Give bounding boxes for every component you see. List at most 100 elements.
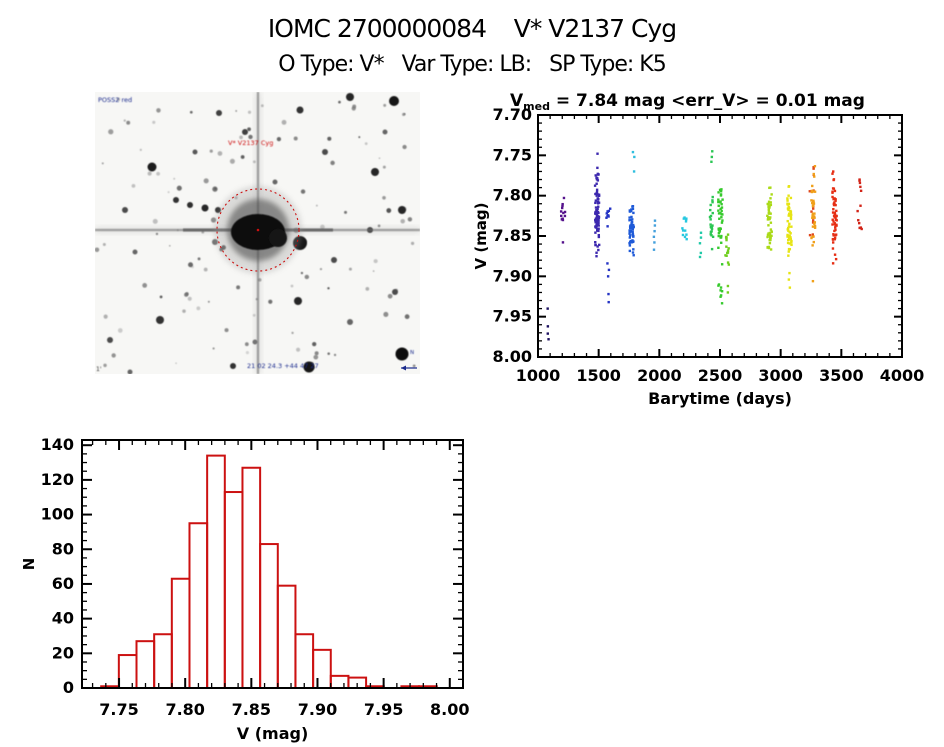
scatter-point bbox=[597, 216, 601, 220]
scatter-point bbox=[594, 220, 597, 224]
y-tick-label: 7.75 bbox=[493, 145, 532, 164]
finder-chart-image: POSS2 red V* V2137 Cyg 21 02 24.3 +44 47 2… bbox=[95, 92, 420, 374]
scatter-point bbox=[594, 219, 598, 222]
scatter-point bbox=[605, 216, 608, 219]
scatter-point bbox=[811, 201, 814, 205]
scatter-point bbox=[606, 210, 609, 214]
star bbox=[377, 224, 381, 228]
star bbox=[184, 292, 189, 297]
scatter-point bbox=[630, 224, 633, 227]
star bbox=[245, 350, 250, 355]
star bbox=[327, 352, 331, 355]
y-tick-label: 40 bbox=[52, 609, 74, 628]
scatter-point bbox=[597, 201, 601, 204]
star bbox=[152, 218, 158, 224]
scatter-point bbox=[720, 206, 724, 209]
star bbox=[400, 218, 405, 224]
scatter-point bbox=[711, 200, 714, 204]
scatter-point bbox=[787, 229, 790, 233]
scatter-point bbox=[787, 202, 791, 206]
star bbox=[276, 137, 282, 142]
scatter-point bbox=[546, 325, 550, 328]
axis-ticks bbox=[537, 114, 903, 358]
scatter-point bbox=[726, 291, 730, 294]
star bbox=[347, 319, 353, 325]
star bbox=[103, 363, 107, 368]
scatter-point bbox=[813, 175, 816, 178]
y-axis-label: V (mag) bbox=[472, 202, 490, 269]
scatter-point bbox=[831, 195, 834, 199]
star bbox=[187, 296, 192, 301]
scatter-point bbox=[597, 198, 600, 201]
scatter-point bbox=[811, 244, 814, 247]
scatter-point bbox=[607, 292, 610, 296]
scatter-point bbox=[788, 271, 791, 275]
scatter-point bbox=[770, 234, 773, 238]
scatter-point bbox=[595, 190, 599, 194]
star bbox=[101, 162, 104, 165]
scatter-point bbox=[717, 232, 721, 235]
scatter-point bbox=[789, 211, 792, 215]
star bbox=[248, 134, 253, 140]
star bbox=[296, 106, 304, 114]
scatter-point bbox=[711, 235, 715, 239]
scatter-point bbox=[607, 214, 610, 217]
star bbox=[300, 271, 304, 275]
scatter-point bbox=[595, 176, 598, 180]
scatter-point bbox=[767, 209, 770, 212]
scatter-point bbox=[767, 218, 771, 221]
scatter-point bbox=[789, 237, 793, 241]
scatter-point bbox=[628, 219, 631, 222]
scatter-point bbox=[711, 195, 714, 199]
scatter-point bbox=[858, 226, 861, 230]
scatter-point bbox=[718, 217, 721, 220]
star bbox=[304, 274, 310, 280]
star bbox=[244, 342, 249, 347]
star bbox=[322, 149, 328, 155]
y-tick-label: 80 bbox=[52, 539, 74, 558]
star bbox=[404, 314, 410, 320]
scatter-point bbox=[858, 181, 862, 185]
scatter-point bbox=[597, 215, 601, 218]
star bbox=[201, 204, 209, 212]
y-tick-label: 8.00 bbox=[493, 347, 532, 366]
scatter-point bbox=[595, 188, 599, 192]
scatter-point bbox=[833, 212, 837, 216]
star bbox=[197, 257, 201, 261]
star bbox=[319, 267, 323, 271]
scatter-point bbox=[789, 232, 792, 235]
star bbox=[132, 249, 138, 255]
scatter-point bbox=[834, 257, 838, 261]
scatter-point bbox=[631, 239, 634, 242]
scatter-point bbox=[719, 294, 723, 297]
scatter-point bbox=[768, 206, 771, 209]
scatter-point bbox=[631, 230, 634, 234]
scatter-point bbox=[631, 233, 635, 236]
scatter-point bbox=[653, 224, 657, 227]
scatter-point bbox=[628, 210, 632, 213]
star bbox=[139, 148, 142, 151]
star bbox=[224, 328, 229, 333]
scatter-point bbox=[811, 219, 815, 222]
y-tick-label: 7.95 bbox=[493, 307, 532, 326]
scatter-point bbox=[629, 209, 633, 213]
scatter-point bbox=[833, 238, 836, 241]
scatter-point bbox=[786, 197, 789, 200]
star bbox=[327, 136, 332, 141]
scatter-point bbox=[813, 222, 816, 225]
star bbox=[412, 364, 416, 368]
scatter-point bbox=[834, 226, 837, 229]
star bbox=[281, 119, 287, 125]
scatter-point bbox=[720, 302, 724, 305]
star bbox=[187, 202, 193, 208]
scatter-point bbox=[787, 238, 790, 242]
histogram-bars bbox=[100, 454, 438, 690]
scatter-point bbox=[631, 228, 635, 231]
scatter-point bbox=[710, 234, 713, 237]
scatter-point bbox=[596, 210, 599, 214]
star bbox=[122, 207, 128, 213]
star bbox=[127, 369, 133, 374]
star bbox=[365, 287, 370, 291]
scatter-point bbox=[832, 178, 835, 182]
